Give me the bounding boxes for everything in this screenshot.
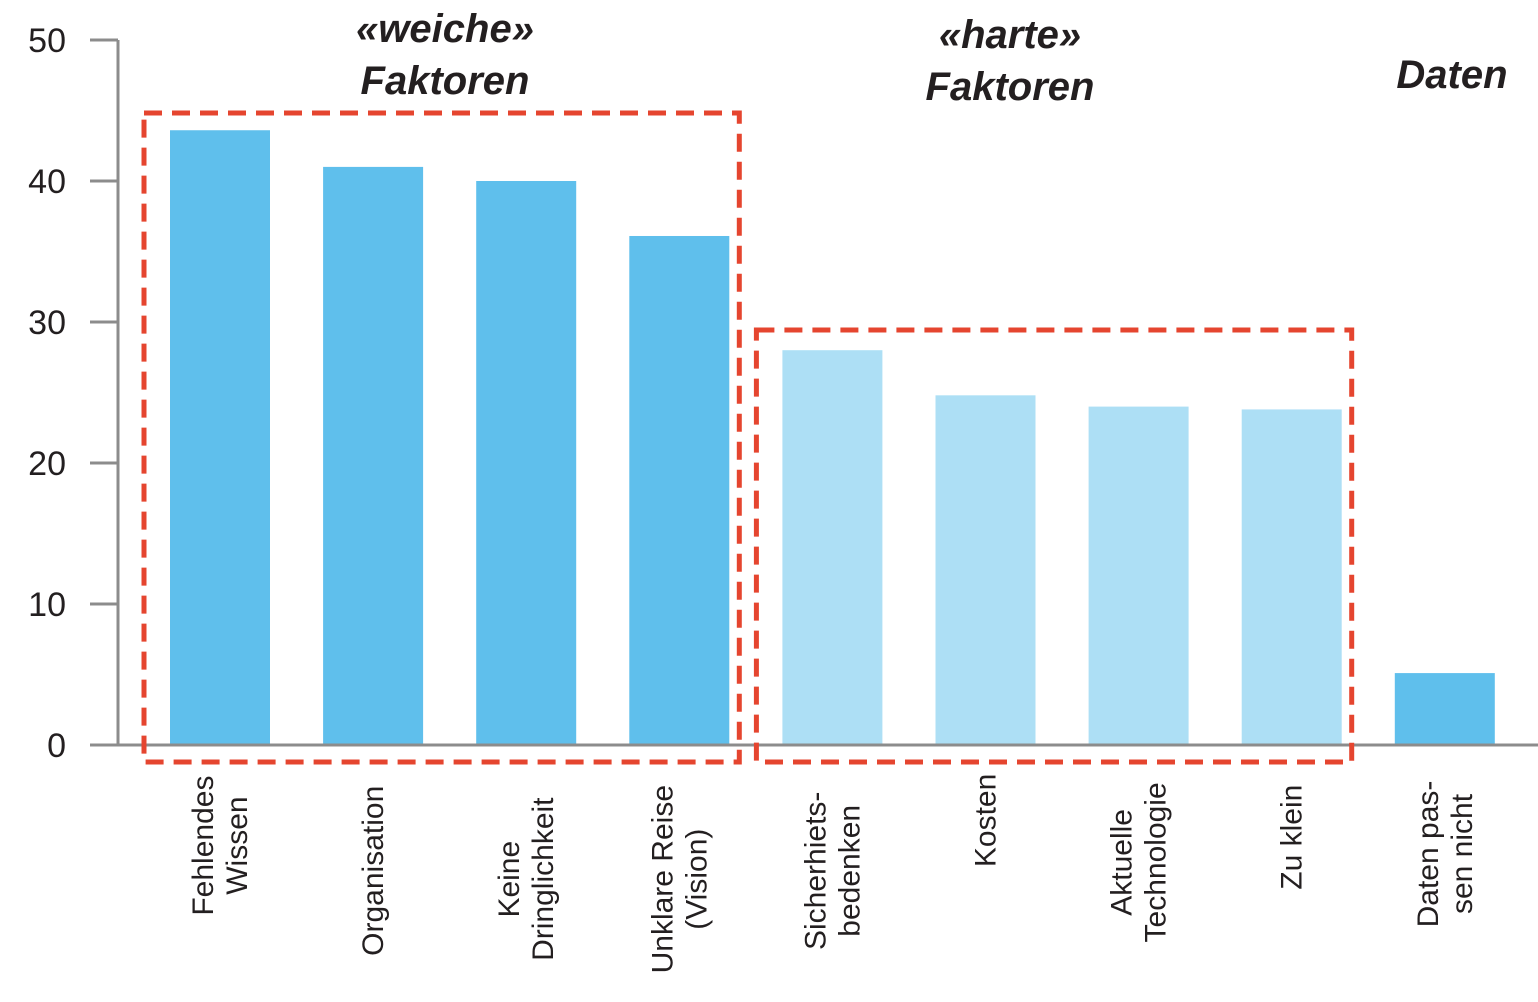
bar [1394,673,1495,745]
y-tick-label: 0 [47,727,66,765]
y-tick-label: 10 [28,586,66,624]
category-label: Organisation [357,786,390,956]
bar [323,166,424,745]
highlight-box [753,327,1355,765]
bars [170,130,1495,746]
bar [170,130,270,746]
group-label: Daten [1396,53,1507,97]
y-tick-label: 50 [28,22,66,60]
bar [935,395,1036,745]
category-labels: FehlendesWissen Organisation KeineDringlic… [187,774,1479,974]
category-label: Sicherhiets-bedenken [799,792,866,950]
y-tick-label: 30 [28,304,66,342]
group-label: «harte» Faktoren [926,13,1095,109]
bar [782,350,883,745]
category-label: KeineDringlichkeit [493,797,560,961]
category-label: AktuelleTechnologie [1106,782,1173,942]
bar [476,181,577,745]
y-tick-label: 20 [28,445,66,483]
category-label: Kosten [970,774,1003,867]
group-label: «weiche» Faktoren [356,7,534,103]
bar [1241,409,1342,745]
category-label: Unklare Reise(Vision) [646,785,713,973]
bar [629,235,730,746]
y-tick-label: 40 [28,163,66,201]
category-label: Zu klein [1276,785,1309,890]
category-label: Daten pas-sen nicht [1412,781,1479,928]
group-labels: «weiche» Faktoren «harte» Faktoren Daten [356,7,1508,109]
highlight-box [141,110,742,765]
bar [1088,406,1189,745]
highlight-boxes [141,110,1355,765]
category-label: FehlendesWissen [187,776,254,916]
y-axis: 0 10 20 30 40 50 [28,22,120,765]
